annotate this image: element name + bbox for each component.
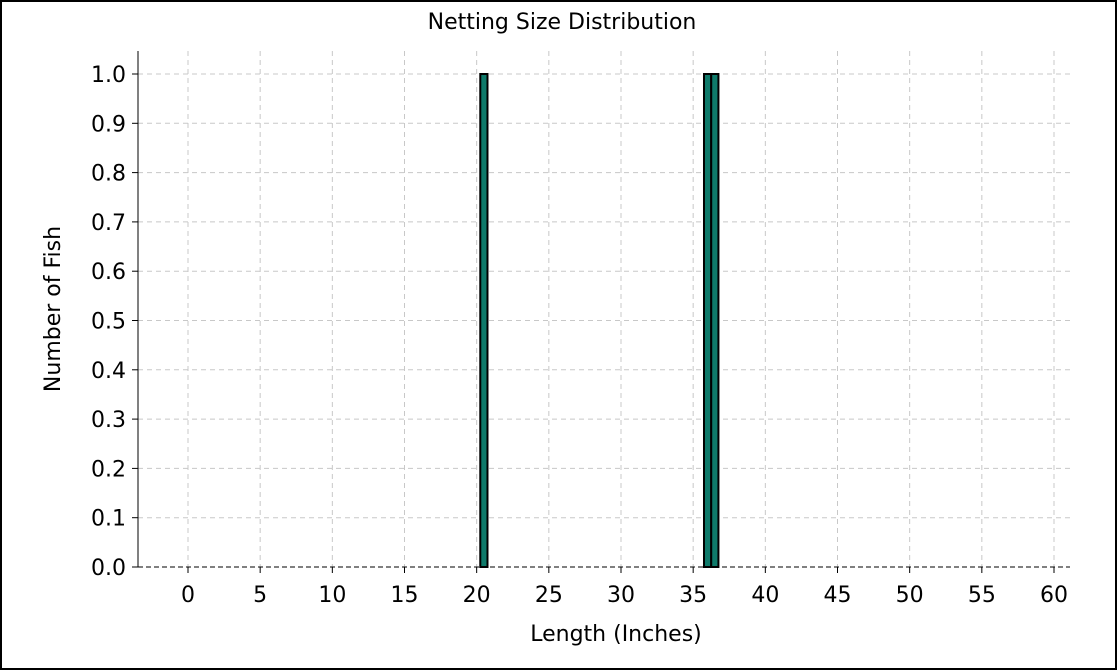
x-tick-label: 55 [968,583,996,608]
y-gridlines [138,73,1070,519]
x-tick-label: 5 [253,583,267,608]
y-tick-label: 0.9 [91,112,126,137]
y-tick-label: 0.5 [91,310,126,335]
y-tick-label: 0.1 [91,507,126,532]
y-tick-label: 0.6 [91,260,126,285]
bars [479,73,720,568]
x-tick-label: 35 [679,583,707,608]
y-axis-ticks: 0.0 0.1 0.2 0.3 0.4 0.5 0.6 0.7 0.8 0.9 1.0 [91,63,138,581]
x-tick-label: 0 [181,583,195,608]
y-tick-label: 0.8 [91,162,126,187]
y-axis-label: Number of Fish [41,226,66,392]
x-tick-label: 60 [1040,583,1068,608]
x-tick-label: 20 [463,583,491,608]
bar [479,73,489,568]
x-tick-label: 10 [318,583,346,608]
chart-title: Netting Size Distribution [428,10,697,35]
y-tick-label: 1.0 [91,63,126,88]
x-axis-ticks: 0 5 10 15 20 25 30 35 40 45 50 55 60 [181,567,1068,608]
x-tick-label: 45 [824,583,852,608]
x-tick-label: 15 [391,583,419,608]
x-gridlines [187,51,1055,567]
x-tick-label: 25 [535,583,563,608]
bar [710,73,720,568]
bar [702,73,713,568]
y-tick-label: 0.7 [91,211,126,236]
y-tick-label: 0.0 [91,556,126,581]
x-axis-label: Length (Inches) [530,622,702,647]
x-tick-label: 30 [607,583,635,608]
y-tick-label: 0.4 [91,359,126,384]
y-tick-label: 0.2 [91,457,126,482]
y-tick-label: 0.3 [91,408,126,433]
x-tick-label: 40 [751,583,779,608]
x-tick-label: 50 [896,583,924,608]
